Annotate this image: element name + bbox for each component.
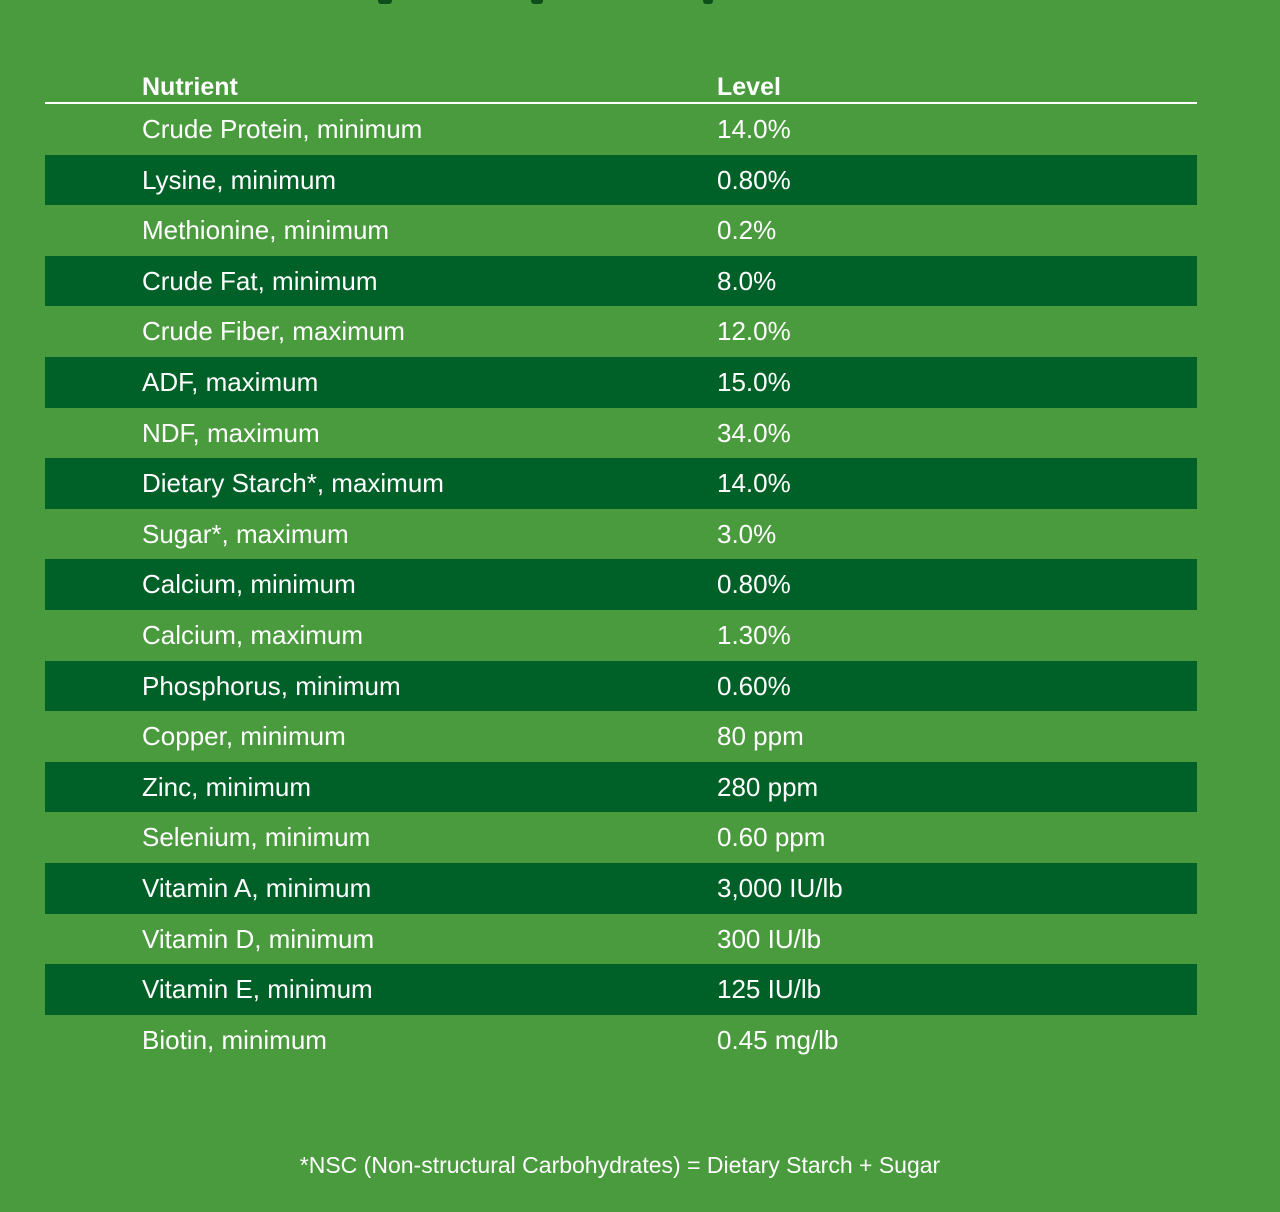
nutrient-table: Nutrient Level Crude Protein, minimum 14.…: [45, 52, 1197, 1065]
nutrient-cell: Phosphorus, minimum: [142, 670, 401, 701]
table-row: Crude Fiber, maximum 12.0%: [45, 306, 1197, 357]
level-cell: 34.0%: [717, 417, 791, 448]
level-cell: 14.0%: [717, 114, 791, 144]
level-cell: 0.60%: [717, 670, 791, 701]
level-cell: 12.0%: [717, 316, 791, 347]
table-row: Copper, minimum 80 ppm: [45, 711, 1197, 762]
level-cell: 1.30%: [717, 619, 791, 650]
nutrient-cell: Calcium, minimum: [142, 569, 356, 600]
nutrient-cell: Crude Fiber, maximum: [142, 316, 405, 347]
table-row: Phosphorus, minimum 0.60%: [45, 660, 1197, 712]
level-cell: 125 IU/lb: [717, 974, 822, 1005]
table-row: Vitamin E, minimum 125 IU/lb: [45, 964, 1197, 1015]
table-row: Vitamin D, minimum 300 IU/lb: [45, 914, 1197, 965]
level-cell: 80 ppm: [717, 721, 804, 752]
level-cell: 14.0%: [717, 468, 791, 499]
nutrient-cell: Crude Fat, minimum: [142, 265, 378, 296]
level-cell: 15.0%: [717, 366, 791, 397]
table-header: Nutrient Level: [45, 52, 1197, 104]
table-row: Dietary Starch*, maximum 14.0%: [45, 458, 1197, 509]
table-row: NDF, maximum 34.0%: [45, 408, 1197, 459]
table-row: Calcium, maximum 1.30%: [45, 610, 1197, 661]
nutrient-cell: Lysine, minimum: [142, 164, 337, 195]
level-cell: 300 IU/lb: [717, 923, 822, 954]
table-row: Calcium, minimum 0.80%: [45, 559, 1197, 610]
table-row: ADF, maximum 15.0%: [45, 356, 1197, 408]
table-row: Vitamin A, minimum 3,000 IU/lb: [45, 862, 1197, 914]
nutrient-cell: Biotin, minimum: [142, 1024, 327, 1055]
table-row: Selenium, minimum 0.60 ppm: [45, 812, 1197, 863]
nutrient-cell: ADF, maximum: [142, 366, 319, 397]
table-row: Crude Fat, minimum 8.0%: [45, 255, 1197, 307]
header-nutrient: Nutrient: [142, 73, 238, 101]
level-cell: 0.45 mg/lb: [717, 1024, 839, 1055]
level-cell: 8.0%: [717, 265, 777, 296]
cropped-title-remnant: [0, 0, 1280, 8]
table-row: Lysine, minimum 0.80%: [45, 154, 1197, 206]
level-cell: 0.60 ppm: [717, 822, 826, 853]
nutrient-cell: Vitamin D, minimum: [142, 923, 375, 954]
footnote: *NSC (Non-structural Carbohydrates) = Di…: [299, 1152, 941, 1178]
nutrient-cell: Copper, minimum: [142, 721, 346, 752]
nutrient-cell: Zinc, minimum: [142, 771, 312, 802]
nutrient-cell: Vitamin A, minimum: [142, 872, 372, 903]
nutrient-cell: Crude Protein, minimum: [142, 114, 423, 144]
table-row: Crude Protein, minimum 14.0%: [45, 104, 1197, 155]
nutrient-cell: Selenium, minimum: [142, 822, 371, 853]
level-cell: 0.80%: [717, 569, 791, 600]
header-level: Level: [717, 73, 781, 101]
table-row: Zinc, minimum 280 ppm: [45, 761, 1197, 813]
nutrient-cell: Methionine, minimum: [142, 215, 390, 246]
table-row: Sugar*, maximum 3.0%: [45, 509, 1197, 560]
level-cell: 3,000 IU/lb: [717, 872, 843, 903]
nutrient-cell: Calcium, maximum: [142, 619, 364, 650]
level-cell: 3.0%: [717, 518, 777, 549]
nutrient-cell: Sugar*, maximum: [142, 518, 349, 549]
nutrient-cell: NDF, maximum: [142, 417, 320, 448]
level-cell: 280 ppm: [717, 771, 819, 802]
level-cell: 0.2%: [717, 215, 777, 246]
table-row: Methionine, minimum 0.2%: [45, 205, 1197, 256]
table-row: Biotin, minimum 0.45 mg/lb: [45, 1015, 1197, 1066]
nutrient-cell: Vitamin E, minimum: [142, 974, 373, 1005]
nutrient-cell: Dietary Starch*, maximum: [142, 468, 444, 499]
level-cell: 0.80%: [717, 164, 791, 195]
table-body: Crude Protein, minimum 14.0% Lysine, minim…: [45, 104, 1197, 1065]
